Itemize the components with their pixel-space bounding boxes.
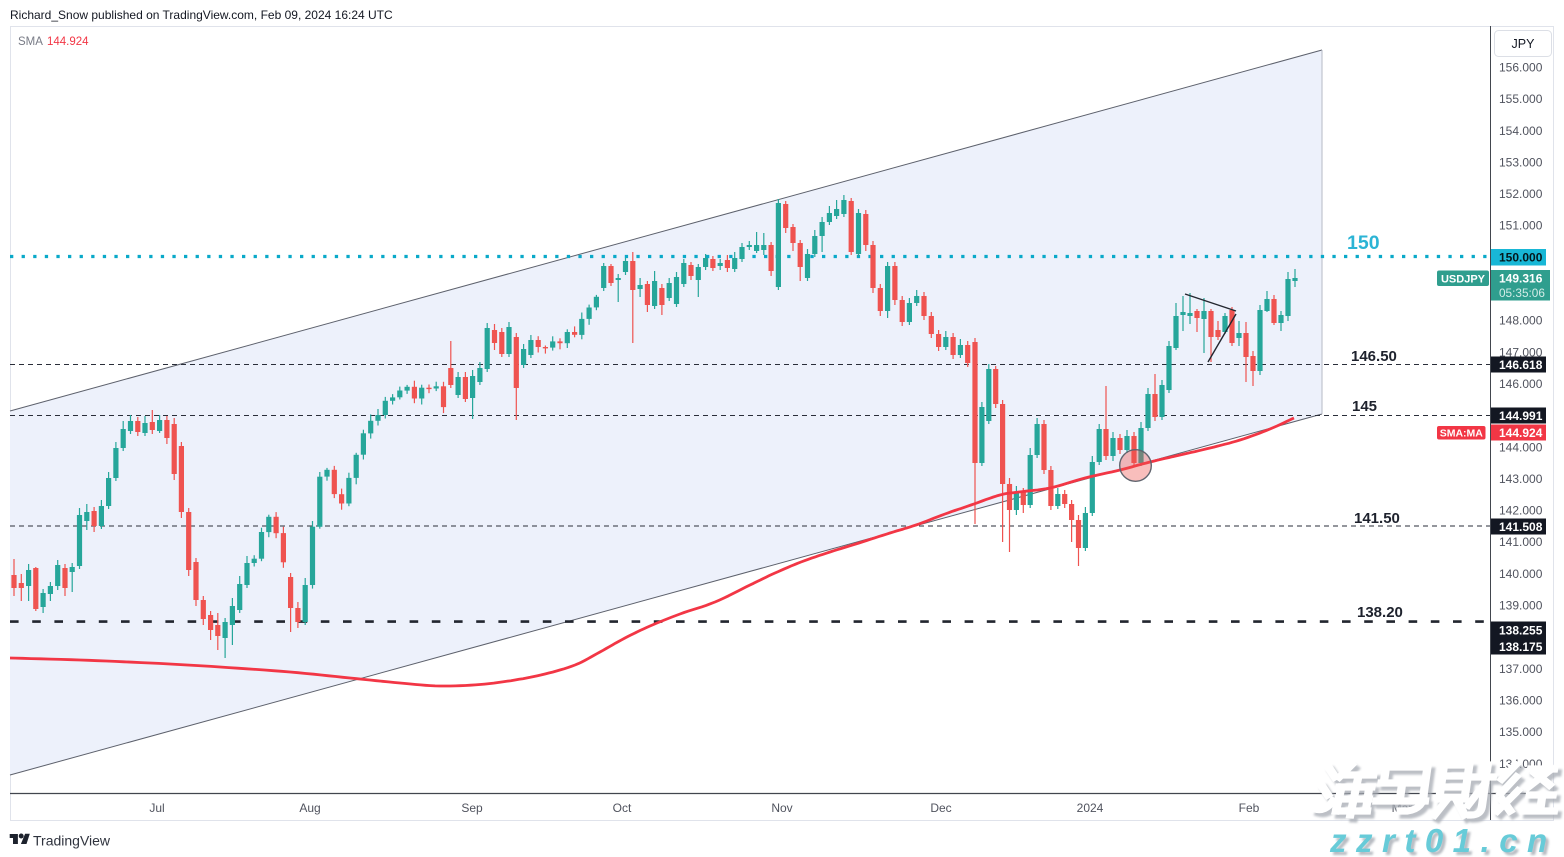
svg-text:144.000: 144.000 [1499,440,1543,454]
svg-text:149.316: 149.316 [1499,272,1543,286]
svg-text:Feb: Feb [1239,801,1260,815]
svg-text:140.000: 140.000 [1499,567,1543,581]
svg-text:143.000: 143.000 [1499,472,1543,486]
svg-text:137.000: 137.000 [1499,662,1543,676]
svg-text:Dec: Dec [930,801,951,815]
svg-text:146.50: 146.50 [1351,348,1397,365]
svg-text:138.255: 138.255 [1499,623,1543,637]
svg-text:JPY: JPY [1512,37,1536,51]
svg-text:SMA: SMA [18,36,43,48]
svg-text:Aug: Aug [299,801,320,815]
svg-text:146.618: 146.618 [1499,358,1543,372]
svg-text:148.000: 148.000 [1499,314,1543,328]
svg-text:139.000: 139.000 [1499,599,1543,613]
svg-text:144.924: 144.924 [1499,426,1543,440]
svg-text:150.000: 150.000 [1499,251,1543,265]
svg-text:138.175: 138.175 [1499,640,1543,654]
svg-text:Jul: Jul [149,801,164,815]
svg-text:155.000: 155.000 [1499,92,1543,106]
svg-text:153.000: 153.000 [1499,155,1543,169]
svg-text:141.50: 141.50 [1354,510,1400,527]
svg-text:USDJPY: USDJPY [1441,274,1486,286]
svg-text:zzrt01.cn: zzrt01.cn [1329,822,1557,857]
svg-text:zzrt01.cn: zzrt01.cn [1332,825,1560,857]
svg-text:144.924: 144.924 [47,36,89,48]
svg-text:150: 150 [1347,232,1380,254]
svg-text:Nov: Nov [771,801,792,815]
svg-text:Oct: Oct [613,801,632,815]
svg-text:152.000: 152.000 [1499,187,1543,201]
svg-text:SMA:MA: SMA:MA [1440,428,1484,440]
svg-text:156.000: 156.000 [1499,61,1543,75]
svg-text:147.000: 147.000 [1499,345,1543,359]
svg-text:146.000: 146.000 [1499,377,1543,391]
svg-text:151.000: 151.000 [1499,219,1543,233]
svg-text:142.000: 142.000 [1499,504,1543,518]
svg-text:TradingView: TradingView [33,833,111,849]
svg-text:141.000: 141.000 [1499,535,1543,549]
svg-text:141.508: 141.508 [1499,520,1543,534]
svg-text:2024: 2024 [1077,801,1104,815]
svg-text:Sep: Sep [461,801,483,815]
svg-text:135.000: 135.000 [1499,725,1543,739]
svg-text:138.20: 138.20 [1357,604,1403,621]
svg-text:154.000: 154.000 [1499,124,1543,138]
svg-text:144.991: 144.991 [1499,409,1543,423]
svg-text:136.000: 136.000 [1499,694,1543,708]
svg-text:05:35:06: 05:35:06 [1499,286,1545,300]
svg-text:Richard_Snow published on Trad: Richard_Snow published on TradingView.co… [10,8,393,22]
svg-text:145: 145 [1352,398,1377,415]
